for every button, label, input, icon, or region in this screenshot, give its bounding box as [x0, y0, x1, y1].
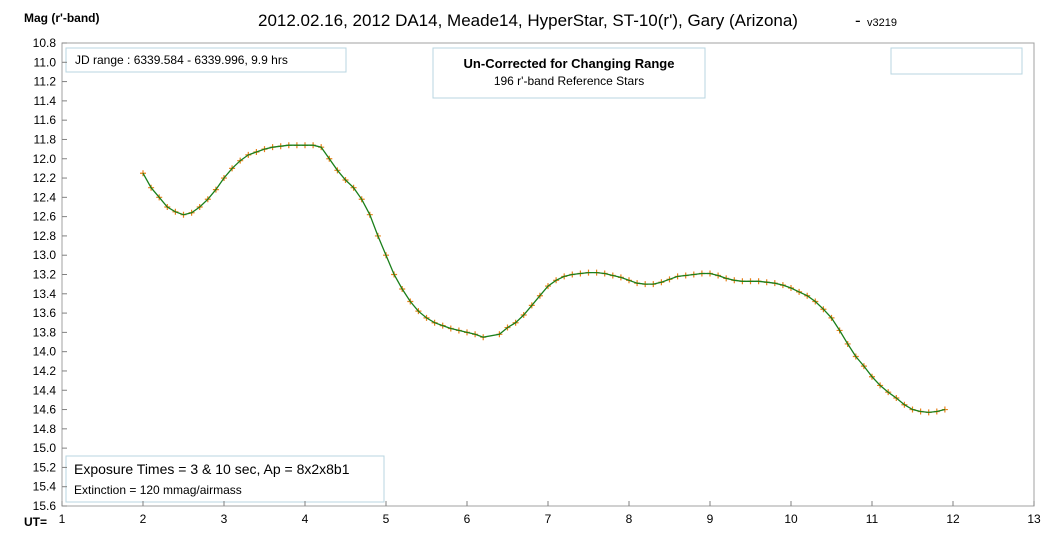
x-tick-label: 8 — [626, 512, 633, 526]
y-tick-label: 11.0 — [34, 55, 57, 69]
trend-line — [142, 144, 946, 414]
y-tick-label: 12.6 — [33, 210, 57, 224]
y-tick-label: 11.2 — [34, 75, 57, 89]
exposure-label: Exposure Times = 3 & 10 sec, Ap = 8x2x8b… — [74, 461, 350, 477]
y-tick-label: 10.8 — [33, 36, 57, 50]
y-tick-label: 12.8 — [33, 229, 57, 243]
y-tick-label: 14.8 — [33, 422, 57, 436]
y-tick-label: 15.6 — [33, 499, 57, 513]
chart-title: 2012.02.16, 2012 DA14, Meade14, HyperSta… — [258, 11, 798, 30]
y-ticks: 10.8 11.0 11.2 11.4 11.6 11.8 12.0 12.2 12.4 12.6… — [33, 36, 67, 513]
ref-stars-label: 196 r'-band Reference Stars — [494, 74, 644, 88]
y-tick-label: 15.4 — [33, 480, 57, 494]
x-tick-label: 13 — [1027, 512, 1041, 526]
x-tick-label: 2 — [140, 512, 147, 526]
y-tick-label: 11.4 — [34, 94, 57, 108]
y-tick-label: 14.2 — [33, 364, 57, 378]
chart-title-separator: - — [855, 11, 861, 30]
correction-title: Un-Corrected for Changing Range — [464, 56, 675, 71]
y-tick-label: 14.6 — [33, 403, 57, 417]
x-tick-label: 7 — [545, 512, 552, 526]
plot-frame — [61, 42, 1035, 507]
x-tick-label: 10 — [784, 512, 798, 526]
exposure-box — [65, 455, 385, 503]
x-tick-label: 11 — [866, 512, 879, 526]
x-tick-label: 5 — [383, 512, 390, 526]
y-tick-label: 13.4 — [33, 287, 57, 301]
x-ticks: 1 2 3 4 5 6 7 8 9 10 11 12 13 — [59, 501, 1041, 526]
empty-legend-box — [890, 47, 1023, 75]
x-tick-label: 12 — [946, 512, 960, 526]
y-tick-label: 13.2 — [33, 268, 57, 282]
y-tick-label: 15.0 — [33, 441, 57, 455]
jd-range-box — [65, 47, 347, 73]
y-tick-label: 12.2 — [33, 171, 57, 185]
y-tick-label: 12.4 — [33, 190, 57, 204]
y-tick-label: 13.8 — [33, 325, 57, 339]
y-tick-label: 13.6 — [33, 306, 57, 320]
jd-range-label: JD range : 6339.584 - 6339.996, 9.9 hrs — [75, 53, 288, 67]
x-axis-title: UT= — [24, 515, 47, 529]
x-tick-label: 6 — [464, 512, 471, 526]
x-tick-label: 9 — [707, 512, 714, 526]
x-tick-label: 3 — [221, 512, 228, 526]
x-tick-label: 1 — [59, 512, 66, 526]
y-tick-label: 12.0 — [33, 152, 57, 166]
y-tick-label: 14.0 — [33, 345, 57, 359]
y-tick-label: 13.0 — [33, 248, 57, 262]
y-tick-label: 15.2 — [33, 460, 57, 474]
correction-box — [432, 47, 706, 99]
y-tick-label: 14.4 — [33, 383, 57, 397]
chart-version: v3219 — [867, 17, 897, 29]
x-tick-label: 4 — [302, 512, 309, 526]
extinction-label: Extinction = 120 mmag/airmass — [74, 483, 242, 497]
y-tick-label: 11.6 — [34, 113, 57, 127]
y-axis-title: Mag (r'-band) — [24, 11, 100, 25]
y-tick-label: 11.8 — [34, 132, 57, 146]
